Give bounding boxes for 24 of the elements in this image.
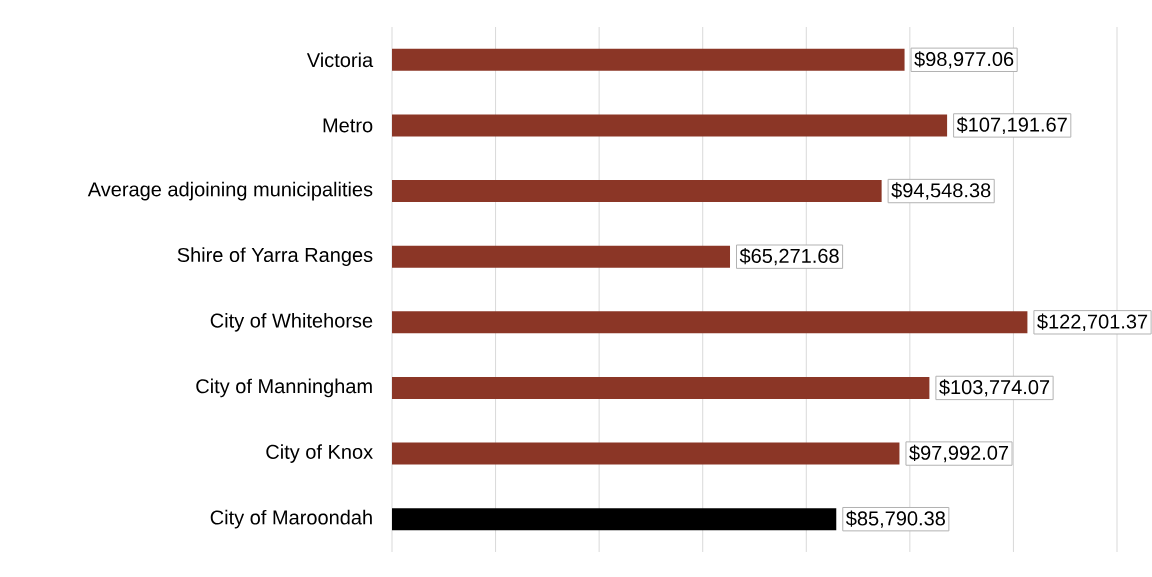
data-label: $98,977.06 [914,51,1014,69]
bar [392,508,837,531]
y-tick-label: Average adjoining municipalities [87,181,373,201]
data-label: $85,790.38 [845,510,945,528]
bar [392,311,1028,334]
data-label: $107,191.67 [956,116,1067,135]
y-tick-label: Metro [323,118,373,133]
data-label: $122,701.37 [1037,313,1148,331]
y-tick-label: City of Maroondah [210,509,372,529]
data-label: $97,992.07 [909,444,1009,463]
y-tick-label: City of Knox [266,444,373,463]
y-tick-label: Shire of Yarra Ranges [177,247,373,267]
data-label: $103,774.07 [939,379,1050,397]
bar [392,114,948,137]
data-label: $94,548.38 [891,182,991,200]
bar [392,442,900,465]
y-tick-label: City of Whitehorse [210,312,373,332]
y-tick-label: Victoria [306,52,374,68]
bar [392,245,731,268]
bar [392,48,905,71]
bar [392,376,930,399]
bar [392,180,882,203]
data-label: $65,271.68 [739,248,839,266]
y-tick-label: City of Manningham [196,378,372,398]
